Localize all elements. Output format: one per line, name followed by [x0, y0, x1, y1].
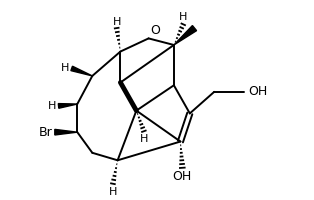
Text: H: H: [179, 12, 187, 22]
Text: OH: OH: [248, 85, 267, 98]
Text: H: H: [109, 187, 117, 197]
Text: H: H: [48, 101, 57, 111]
Text: OH: OH: [173, 170, 192, 183]
Polygon shape: [71, 66, 92, 76]
Text: Br: Br: [39, 126, 53, 139]
Text: H: H: [112, 17, 121, 27]
Text: O: O: [150, 24, 160, 37]
Polygon shape: [174, 26, 197, 45]
Text: H: H: [61, 63, 69, 73]
Text: H: H: [140, 134, 148, 144]
Polygon shape: [58, 104, 77, 108]
Polygon shape: [55, 129, 77, 135]
